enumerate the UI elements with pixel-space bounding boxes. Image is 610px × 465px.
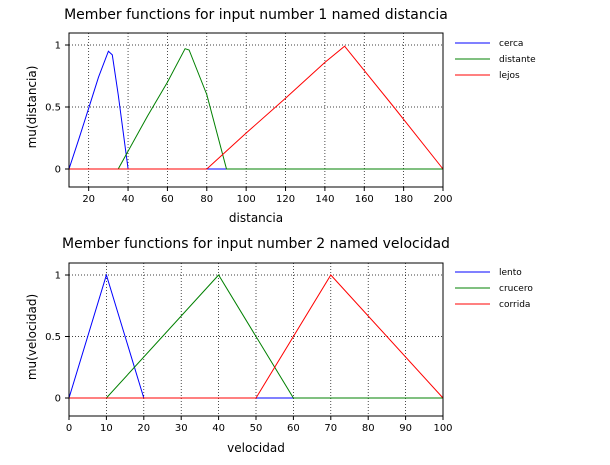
y-tick-label: 0 [55,394,61,405]
x-tick-label: 50 [250,423,263,434]
y-axis-label: mu(velocidad) [25,294,39,380]
x-tick-label: 80 [362,423,375,434]
y-tick-label: 0.5 [45,332,61,343]
x-tick-label: 180 [394,194,413,205]
x-tick-label: 20 [82,194,95,205]
x-tick-label: 40 [212,423,225,434]
y-tick-label: 1 [55,41,61,52]
legend-label-crucero: crucero [499,284,533,294]
x-tick-label: 80 [200,194,213,205]
x-tick-label: 70 [324,423,337,434]
y-tick-label: 0 [55,165,61,176]
chart-title: Member functions for input number 2 name… [62,236,450,252]
legend-label-lento: lento [499,268,522,278]
x-tick-label: 0 [66,423,72,434]
y-tick-label: 0.5 [45,103,61,114]
x-tick-label: 60 [161,194,174,205]
series-line-cerca [68,50,443,170]
legend-label-distante: distante [499,55,536,65]
x-tick-label: 10 [100,423,113,434]
chart-distancia: Member functions for input number 1 name… [25,7,536,225]
x-axis-label: velocidad [227,441,285,455]
x-tick-label: 200 [433,194,452,205]
y-tick-label: 1 [55,271,61,282]
series-line-distante [69,48,443,170]
x-tick-label: 40 [122,194,135,205]
x-tick-label: 20 [137,423,150,434]
plot-frame [68,32,444,188]
chart-title: Member functions for input number 1 name… [64,7,448,23]
x-tick-label: 100 [433,423,452,434]
x-tick-label: 90 [399,423,412,434]
chart-velocidad: Member functions for input number 2 name… [25,236,533,455]
series-line-corrida [69,274,444,399]
legend-label-cerca: cerca [499,39,523,49]
x-tick-label: 100 [237,194,256,205]
y-axis-label: mu(distancia) [25,66,39,149]
plot-frame [68,262,444,417]
x-tick-label: 160 [355,194,374,205]
x-tick-label: 120 [276,194,295,205]
x-tick-label: 30 [175,423,188,434]
series-line-lejos [69,45,444,170]
legend-label-lejos: lejos [499,71,520,81]
x-tick-label: 140 [315,194,334,205]
x-tick-label: 60 [287,423,300,434]
x-axis-label: distancia [229,211,283,225]
legend-label-corrida: corrida [499,300,530,310]
